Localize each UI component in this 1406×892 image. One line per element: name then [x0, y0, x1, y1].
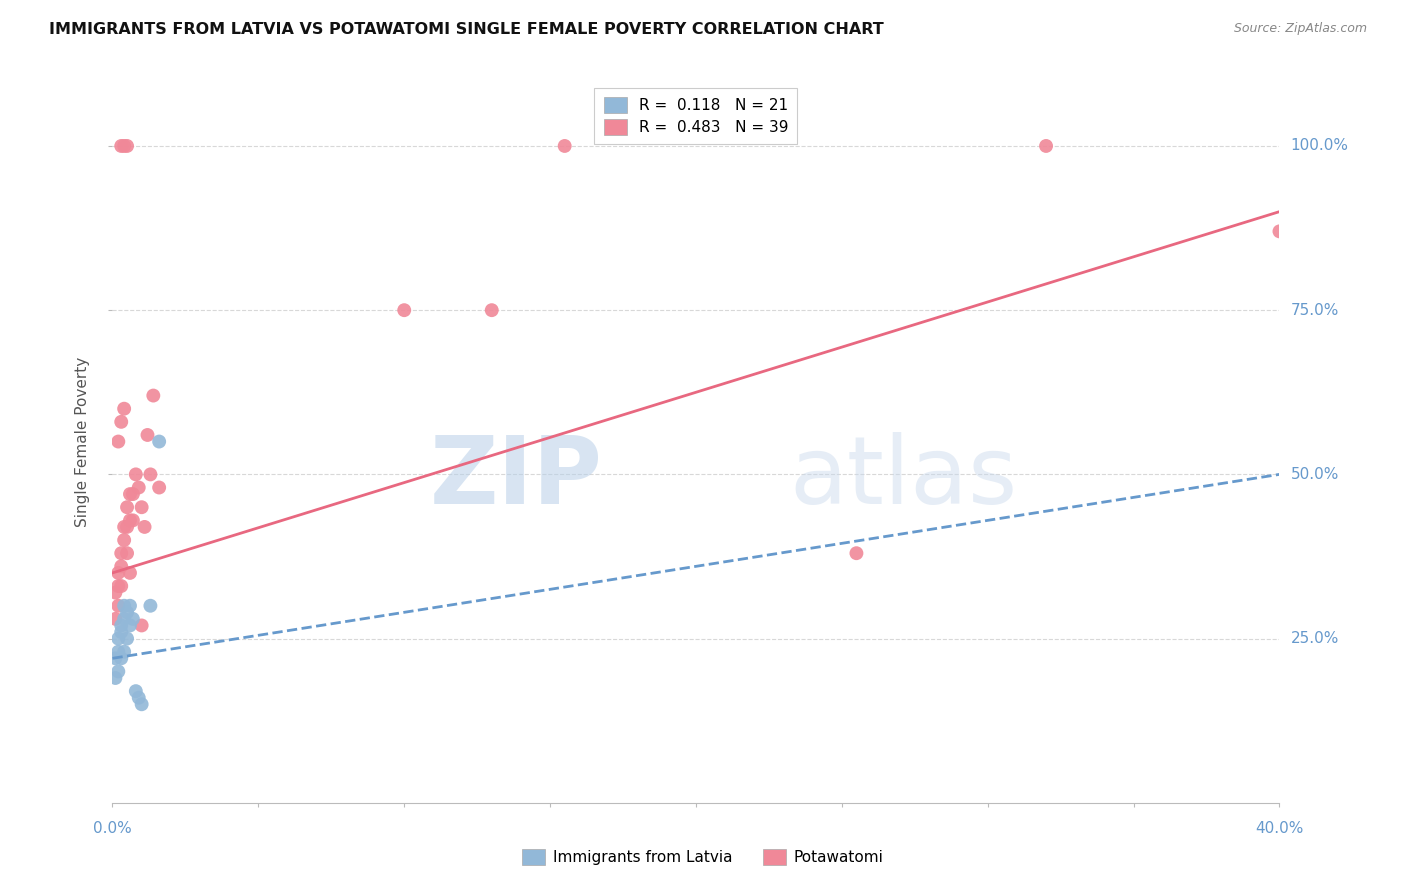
- Point: [115, 546, 138, 560]
- Legend: R =  0.118   N = 21, R =  0.483   N = 39: R = 0.118 N = 21, R = 0.483 N = 39: [595, 88, 797, 145]
- Point: [481, 303, 503, 318]
- Point: [148, 481, 170, 495]
- Point: [1268, 224, 1291, 238]
- Y-axis label: Single Female Poverty: Single Female Poverty: [75, 357, 90, 526]
- Point: [148, 434, 170, 449]
- Text: atlas: atlas: [789, 432, 1018, 524]
- Point: [122, 513, 145, 527]
- Point: [128, 690, 150, 705]
- Point: [107, 645, 129, 659]
- Point: [1035, 139, 1057, 153]
- Point: [110, 546, 132, 560]
- Point: [110, 651, 132, 665]
- Point: [110, 415, 132, 429]
- Point: [112, 533, 135, 547]
- Point: [104, 671, 127, 685]
- Point: [394, 303, 416, 318]
- Point: [845, 546, 868, 560]
- Point: [112, 520, 135, 534]
- Point: [104, 651, 127, 665]
- Point: [112, 599, 135, 613]
- Point: [136, 428, 159, 442]
- Text: 75.0%: 75.0%: [1291, 302, 1339, 318]
- Point: [131, 500, 153, 515]
- Point: [142, 388, 165, 402]
- Text: 50.0%: 50.0%: [1291, 467, 1339, 482]
- Point: [115, 605, 138, 619]
- Text: 40.0%: 40.0%: [1256, 822, 1303, 837]
- Point: [110, 579, 132, 593]
- Point: [139, 599, 162, 613]
- Point: [134, 520, 156, 534]
- Point: [115, 139, 138, 153]
- Point: [125, 684, 148, 698]
- Text: 0.0%: 0.0%: [93, 822, 132, 837]
- Point: [112, 139, 135, 153]
- Point: [110, 139, 132, 153]
- Point: [118, 487, 141, 501]
- Point: [128, 481, 150, 495]
- Point: [104, 612, 127, 626]
- Text: ZIP: ZIP: [430, 432, 603, 524]
- Point: [131, 698, 153, 712]
- Point: [139, 467, 162, 482]
- Point: [115, 632, 138, 646]
- Point: [107, 665, 129, 679]
- Text: 25.0%: 25.0%: [1291, 632, 1339, 646]
- Point: [110, 618, 132, 632]
- Point: [107, 599, 129, 613]
- Point: [107, 434, 129, 449]
- Point: [112, 645, 135, 659]
- Point: [115, 520, 138, 534]
- Point: [118, 618, 141, 632]
- Point: [107, 566, 129, 580]
- Text: Source: ZipAtlas.com: Source: ZipAtlas.com: [1233, 22, 1367, 36]
- Point: [110, 625, 132, 640]
- Point: [110, 559, 132, 574]
- Point: [104, 585, 127, 599]
- Point: [125, 467, 148, 482]
- Point: [107, 579, 129, 593]
- Point: [118, 513, 141, 527]
- Legend: Immigrants from Latvia, Potawatomi: Immigrants from Latvia, Potawatomi: [516, 843, 890, 871]
- Point: [131, 618, 153, 632]
- Text: IMMIGRANTS FROM LATVIA VS POTAWATOMI SINGLE FEMALE POVERTY CORRELATION CHART: IMMIGRANTS FROM LATVIA VS POTAWATOMI SIN…: [49, 22, 884, 37]
- Point: [115, 500, 138, 515]
- Point: [554, 139, 576, 153]
- Point: [118, 599, 141, 613]
- Point: [112, 612, 135, 626]
- Point: [122, 612, 145, 626]
- Point: [122, 487, 145, 501]
- Point: [118, 566, 141, 580]
- Point: [112, 401, 135, 416]
- Text: 100.0%: 100.0%: [1291, 138, 1348, 153]
- Point: [107, 632, 129, 646]
